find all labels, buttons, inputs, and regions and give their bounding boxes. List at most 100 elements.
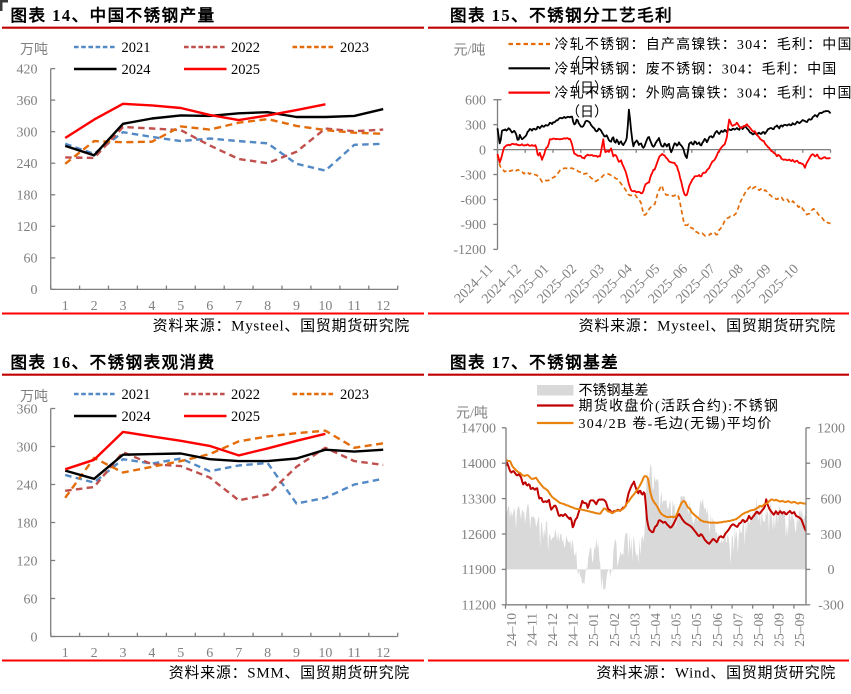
svg-text:4: 4 xyxy=(148,646,155,661)
svg-text:2024: 2024 xyxy=(122,62,152,78)
svg-text:万吨: 万吨 xyxy=(20,42,48,58)
svg-text:1: 1 xyxy=(62,299,69,314)
svg-text:24–11: 24–11 xyxy=(524,613,539,646)
svg-text:9: 9 xyxy=(293,299,300,314)
svg-text:2: 2 xyxy=(91,646,98,661)
svg-text:万吨: 万吨 xyxy=(20,389,48,405)
svg-text:25–09: 25–09 xyxy=(792,613,807,647)
svg-text:1: 1 xyxy=(62,646,69,661)
svg-text:（日）: （日） xyxy=(566,80,608,96)
svg-text:2022: 2022 xyxy=(231,387,260,403)
svg-text:冷轧不锈钢：外购高镍铁：304：毛利：中国: 冷轧不锈钢：外购高镍铁：304：毛利：中国 xyxy=(555,85,851,102)
svg-text:300: 300 xyxy=(465,118,486,133)
svg-text:420: 420 xyxy=(17,62,38,77)
svg-text:25–05: 25–05 xyxy=(689,613,704,647)
svg-text:图表 15、不锈钢分工艺毛利: 图表 15、不锈钢分工艺毛利 xyxy=(450,5,673,25)
svg-text:11200: 11200 xyxy=(462,599,496,614)
svg-text:600: 600 xyxy=(465,94,486,109)
svg-text:360: 360 xyxy=(17,402,38,417)
svg-text:360: 360 xyxy=(17,94,38,109)
svg-text:25–04: 25–04 xyxy=(648,613,663,647)
svg-text:3: 3 xyxy=(120,646,127,661)
svg-text:9: 9 xyxy=(293,646,300,661)
svg-text:7: 7 xyxy=(235,646,242,661)
svg-text:（日）: （日） xyxy=(566,56,608,72)
svg-text:12: 12 xyxy=(376,299,390,314)
svg-text:元/吨: 元/吨 xyxy=(454,43,486,59)
svg-text:2025: 2025 xyxy=(231,409,260,425)
svg-text:25–03: 25–03 xyxy=(627,613,642,647)
svg-text:2024: 2024 xyxy=(122,409,152,425)
svg-text:900: 900 xyxy=(821,457,842,472)
svg-text:2023: 2023 xyxy=(340,387,369,403)
svg-text:240: 240 xyxy=(17,157,38,172)
svg-text:13300: 13300 xyxy=(461,492,496,507)
svg-text:-1200: -1200 xyxy=(453,243,486,258)
svg-text:资料来源：Mysteel、国贸期货研究院: 资料来源：Mysteel、国贸期货研究院 xyxy=(153,317,410,335)
svg-text:120: 120 xyxy=(17,554,38,569)
svg-text:120: 120 xyxy=(17,220,38,235)
svg-text:资料来源：Wind、国贸期货研究院: 资料来源：Wind、国贸期货研究院 xyxy=(596,664,836,682)
svg-text:24–12: 24–12 xyxy=(566,613,581,647)
svg-text:2: 2 xyxy=(91,299,98,314)
svg-text:12600: 12600 xyxy=(461,528,496,543)
svg-text:25–07: 25–07 xyxy=(730,613,745,647)
svg-text:2025: 2025 xyxy=(231,62,260,78)
svg-text:8: 8 xyxy=(264,646,271,661)
svg-text:0: 0 xyxy=(31,283,38,298)
svg-text:25–09: 25–09 xyxy=(772,613,787,647)
svg-text:25–02: 25–02 xyxy=(607,613,622,647)
svg-text:6: 6 xyxy=(206,299,213,314)
svg-text:180: 180 xyxy=(17,516,38,531)
svg-text:25–08: 25–08 xyxy=(751,613,766,647)
svg-text:图表 14、中国不锈钢产量: 图表 14、中国不锈钢产量 xyxy=(11,5,216,25)
svg-text:期货收盘价(活跃合约):不锈钢: 期货收盘价(活跃合约):不锈钢 xyxy=(579,398,780,415)
svg-text:10: 10 xyxy=(318,646,332,661)
svg-text:7: 7 xyxy=(235,299,242,314)
svg-text:-300: -300 xyxy=(460,168,486,183)
svg-text:资料来源：Mysteel、国贸期货研究院: 资料来源：Mysteel、国贸期货研究院 xyxy=(579,317,836,335)
svg-text:元/吨: 元/吨 xyxy=(456,406,488,422)
svg-text:24–10: 24–10 xyxy=(504,613,519,647)
svg-text:（日）: （日） xyxy=(566,105,608,121)
svg-text:24–12: 24–12 xyxy=(545,613,560,647)
svg-text:不锈钢基差: 不锈钢基差 xyxy=(579,382,649,399)
svg-text:14700: 14700 xyxy=(461,422,496,437)
svg-text:60: 60 xyxy=(24,252,38,267)
svg-text:25–01: 25–01 xyxy=(586,613,601,647)
svg-text:3: 3 xyxy=(120,299,127,314)
svg-text:11900: 11900 xyxy=(462,563,496,578)
svg-text:600: 600 xyxy=(821,492,842,507)
svg-text:25–06: 25–06 xyxy=(710,613,725,647)
svg-text:0: 0 xyxy=(479,143,486,158)
svg-text:0: 0 xyxy=(31,630,38,645)
svg-text:300: 300 xyxy=(17,440,38,455)
svg-text:25–05: 25–05 xyxy=(669,613,684,647)
svg-text:180: 180 xyxy=(17,189,38,204)
svg-text:5: 5 xyxy=(177,646,184,661)
svg-text:14000: 14000 xyxy=(461,457,496,472)
svg-text:11: 11 xyxy=(348,646,361,661)
svg-text:4: 4 xyxy=(148,299,155,314)
svg-text:0: 0 xyxy=(828,563,835,578)
svg-text:冷轧不锈钢：自产高镍铁：304：毛利：中国: 冷轧不锈钢：自产高镍铁：304：毛利：中国 xyxy=(555,36,851,53)
svg-text:-300: -300 xyxy=(818,599,844,614)
svg-text:5: 5 xyxy=(177,299,184,314)
svg-text:冷轧不锈钢：废不锈钢：304：毛利：中国: 冷轧不锈钢：废不锈钢：304：毛利：中国 xyxy=(555,61,838,77)
svg-text:-900: -900 xyxy=(460,218,486,233)
svg-text:300: 300 xyxy=(17,126,38,141)
svg-text:240: 240 xyxy=(17,478,38,493)
svg-text:60: 60 xyxy=(24,592,38,607)
svg-text:304/2B 卷-毛边(无锡)平均价: 304/2B 卷-毛边(无锡)平均价 xyxy=(579,416,773,432)
svg-text:2021: 2021 xyxy=(122,387,151,403)
svg-text:-600: -600 xyxy=(460,193,486,208)
svg-text:8: 8 xyxy=(264,299,271,314)
svg-text:2021: 2021 xyxy=(122,40,151,56)
svg-text:图表 17、不锈钢基差: 图表 17、不锈钢基差 xyxy=(450,352,619,372)
svg-text:资料来源：SMM、国贸期货研究院: 资料来源：SMM、国贸期货研究院 xyxy=(169,664,410,682)
svg-text:2023: 2023 xyxy=(340,40,369,56)
svg-text:图表 16、不锈钢表观消费: 图表 16、不锈钢表观消费 xyxy=(11,352,216,372)
svg-text:2022: 2022 xyxy=(231,40,260,56)
svg-text:10: 10 xyxy=(318,299,332,314)
svg-text:1200: 1200 xyxy=(817,422,845,437)
